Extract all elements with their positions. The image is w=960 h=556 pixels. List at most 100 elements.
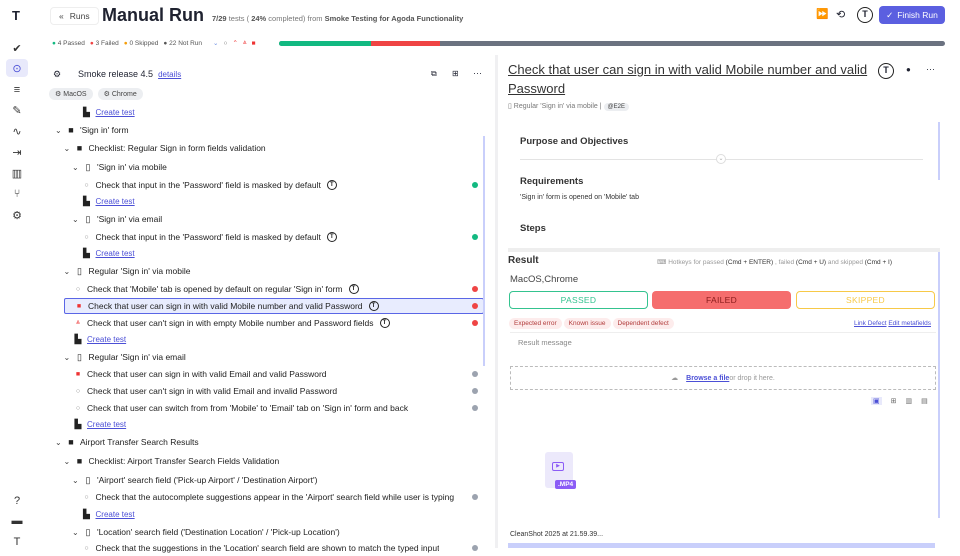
suite-row[interactable]: ⌄ ▯ 'Sign in' via mobile <box>72 159 167 175</box>
automation-icon[interactable]: T <box>878 63 894 79</box>
checkmark-icon[interactable]: ✔ <box>12 42 22 55</box>
browse-file-link[interactable]: Browse a file <box>686 374 730 382</box>
create-test-link[interactable]: ▙ Create test <box>81 104 135 120</box>
expand-chevron-icon[interactable]: ⌄ <box>716 154 726 164</box>
chevron-down-icon[interactable]: ⌄ <box>72 475 79 485</box>
create-test-link[interactable]: ▙ Create test <box>81 506 135 522</box>
chevron-down-icon[interactable]: ⌄ <box>72 214 79 224</box>
back-to-runs-button[interactable]: «Runs <box>50 7 99 25</box>
fast-forward-icon[interactable]: ⏩ <box>816 9 829 20</box>
chevron-down-icon[interactable]: ⌄ <box>55 437 62 447</box>
chevron-down-icon[interactable]: ⌄ <box>72 527 79 537</box>
folder-icon[interactable]: ▬ <box>11 515 23 527</box>
help-icon[interactable]: ? <box>13 495 21 507</box>
chevron-down-icon[interactable]: ⌄ <box>63 266 71 276</box>
test-title[interactable]: Check that user can sign in with valid M… <box>508 62 868 96</box>
suite-row[interactable]: ⌄ ▯ Regular 'Sign in' via mobile <box>64 263 191 279</box>
chevron-down-icon[interactable]: ⌄ <box>63 456 71 466</box>
chart-icon[interactable]: ▥ <box>11 167 23 180</box>
e2e-tag[interactable]: @E2E <box>603 103 629 111</box>
create-test-link[interactable]: ▙ Create test <box>81 245 135 261</box>
failed-count[interactable]: ● 3 Failed <box>89 39 119 47</box>
priority-important-icon[interactable]: ⩓ <box>242 39 247 46</box>
activity-icon[interactable]: ∿ <box>12 125 22 138</box>
steps-heading[interactable]: Steps <box>520 223 546 234</box>
play-circle-icon[interactable]: ⊙ <box>6 59 28 77</box>
bug-icon[interactable]: ● <box>906 65 911 74</box>
folder-row[interactable]: ⌄ ■ Airport Transfer Search Results <box>55 434 199 450</box>
chevron-down-icon[interactable]: ⌄ <box>63 143 71 153</box>
grid-view-icon[interactable]: ⊞ <box>890 398 897 405</box>
create-test-link[interactable]: ▙ Create test <box>81 193 135 209</box>
attachment-name[interactable]: CleanShot 2025 at 21.59.39... <box>510 531 604 538</box>
mp4-file-icon[interactable]: ▶ .MP4 <box>545 452 577 489</box>
result-message-input[interactable]: Result message <box>510 332 936 360</box>
resize-handle[interactable] <box>508 248 940 252</box>
priority-high-icon[interactable]: ⌃ <box>232 40 238 47</box>
suite-row[interactable]: ⌄ ▯ Regular 'Sign in' via email <box>64 349 186 365</box>
list-view-icon[interactable]: ▤ <box>921 398 928 405</box>
passed-button[interactable]: PASSED <box>509 291 648 309</box>
suite-row[interactable]: ⌄ ▯ 'Location' search field ('Destination … <box>72 524 340 540</box>
file-drop-zone[interactable]: ☁ Browse a file or drop it here. <box>510 366 936 390</box>
panel-divider[interactable] <box>495 55 498 548</box>
priority-low-icon[interactable]: ⌄ <box>213 40 219 47</box>
edit-metafields-link[interactable]: Edit metafields <box>888 320 931 327</box>
link-defect-link[interactable]: Link Defect <box>854 320 887 327</box>
detail-scrollbar[interactable] <box>938 122 940 180</box>
checklist-icon[interactable]: ≡ <box>13 84 21 96</box>
test-case-row[interactable]: ○ Check that 'Mobile' tab is opened by de… <box>72 281 359 297</box>
test-case-row[interactable]: ⩓ Check that user can't sign in with empt… <box>72 315 390 331</box>
more-options-icon[interactable]: ··· <box>926 64 935 74</box>
failed-button[interactable]: FAILED <box>652 291 791 309</box>
more-icon[interactable]: ··· <box>473 68 482 78</box>
user-avatar[interactable]: T <box>857 7 873 23</box>
folder-row[interactable]: ⌄ ■ Checklist: Airport Transfer Search Fie… <box>64 453 280 469</box>
chevron-down-icon[interactable]: ⌄ <box>72 162 79 172</box>
result-scrollbar[interactable] <box>938 252 940 518</box>
branch-icon[interactable]: ⑂ <box>13 188 21 200</box>
priority-critical-icon[interactable]: ■ <box>251 39 256 47</box>
test-case-row[interactable]: ■ Check that user can sign in with valid … <box>64 298 484 314</box>
priority-normal-icon[interactable]: ○ <box>223 39 228 47</box>
test-case-row[interactable]: ○ Check that the suggestions in the 'Loca… <box>81 540 439 556</box>
pen-icon[interactable]: ✎ <box>12 104 22 117</box>
tag-macos: ⚙ MacOS <box>49 88 93 100</box>
image-view-icon[interactable]: ▣ <box>871 397 882 405</box>
run-progress-bar <box>279 41 945 46</box>
create-test-link[interactable]: ▙ Create test <box>72 416 127 432</box>
avatar-icon[interactable]: T <box>13 536 21 548</box>
requirements-heading[interactable]: Requirements <box>520 176 584 187</box>
test-case-row[interactable]: ○ Check that user can switch from from 'M… <box>72 400 408 416</box>
details-link[interactable]: details <box>158 70 182 79</box>
test-case-row[interactable]: ○ Check that the autocomplete suggestions… <box>81 489 454 505</box>
tree-scrollbar[interactable] <box>483 136 485 366</box>
test-case-row[interactable]: ○ Check that input in the 'Password' fiel… <box>81 177 337 193</box>
columns-view-icon[interactable]: ▥ <box>905 398 913 405</box>
tree-view-icon[interactable]: ⊞ <box>452 69 459 78</box>
row-label: Create test <box>95 196 135 206</box>
copy-icon[interactable]: ⧉ <box>431 69 437 78</box>
test-case-row[interactable]: ○ Check that input in the 'Password' fiel… <box>81 229 337 245</box>
chip-known-issue[interactable]: Known issue <box>563 318 611 329</box>
folder-row[interactable]: ⌄ ■ 'Sign in' form <box>55 122 129 138</box>
skipped-count[interactable]: ● 0 Skipped <box>123 39 159 47</box>
skipped-button[interactable]: SKIPPED <box>796 291 935 309</box>
chevron-down-icon[interactable]: ⌄ <box>63 352 71 362</box>
suite-row[interactable]: ⌄ ▯ 'Sign in' via email <box>72 211 162 227</box>
history-icon[interactable]: ⟲ <box>836 9 846 21</box>
not-run-count[interactable]: ● 22 Not Run <box>163 39 203 47</box>
import-icon[interactable]: ⇥ <box>12 146 22 159</box>
passed-count[interactable]: ● 4 Passed <box>52 39 85 47</box>
finish-run-button[interactable]: ✓ Finish Run <box>879 6 945 24</box>
chevron-down-icon[interactable]: ⌄ <box>55 125 62 135</box>
gear-icon[interactable]: ⚙ <box>12 209 22 222</box>
folder-row[interactable]: ⌄ ■ Checklist: Regular Sign in form fields… <box>64 140 266 156</box>
chip-dependent-defect[interactable]: Dependent defect <box>612 318 674 329</box>
test-case-row[interactable]: ○ Check that user can't sign in with vali… <box>72 383 337 399</box>
suite-row[interactable]: ⌄ ▯ 'Airport' search field ('Pick-up Airpo… <box>72 472 317 488</box>
purpose-heading[interactable]: Purpose and Objectives <box>520 136 629 147</box>
create-test-link[interactable]: ▙ Create test <box>72 331 127 347</box>
test-case-row[interactable]: ■ Check that user can sign in with valid … <box>72 366 327 382</box>
chip-expected-error[interactable]: Expected error <box>509 318 562 329</box>
